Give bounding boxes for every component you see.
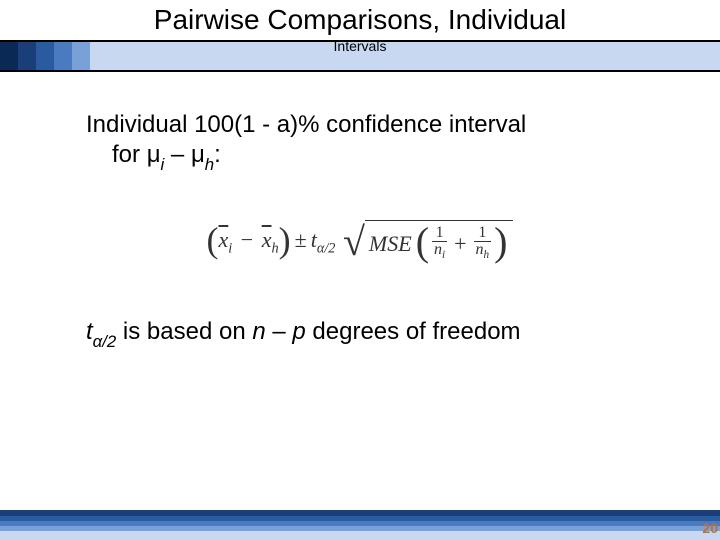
f-sub-i: i bbox=[228, 240, 232, 256]
header-rule-bottom bbox=[0, 70, 720, 72]
sub-h: h bbox=[205, 155, 214, 174]
f-sub-h: h bbox=[271, 240, 278, 256]
big-rparen: ) bbox=[494, 222, 507, 262]
f-minus: − bbox=[238, 227, 256, 252]
lparen: ( bbox=[207, 220, 219, 260]
sqrt: √ MSE ( 1 ni + 1 nh ) bbox=[343, 220, 514, 264]
title-block: Pairwise Comparisons, Individual Interva… bbox=[0, 4, 720, 54]
frac1-num: 1 bbox=[432, 225, 447, 243]
footer-stripe-5 bbox=[0, 531, 720, 540]
body-line-1: Individual 100(1 - a)% confidence interv… bbox=[86, 110, 686, 140]
note-p: p bbox=[292, 318, 305, 345]
body-text: Individual 100(1 - a)% confidence interv… bbox=[86, 110, 686, 174]
sqrt-icon: √ bbox=[343, 222, 365, 266]
colon: : bbox=[214, 141, 221, 168]
plus-minus: ± bbox=[291, 227, 311, 252]
big-lparen: ( bbox=[416, 222, 429, 262]
f-plus: + bbox=[450, 231, 470, 257]
xbar-h: x bbox=[262, 227, 272, 252]
note-t-sub: α/2 bbox=[93, 332, 117, 351]
note-minus: – bbox=[266, 318, 293, 345]
mu-symbol-2: μ bbox=[191, 141, 205, 168]
note-tail: degrees of freedom bbox=[306, 318, 521, 345]
frac-2: 1 nh bbox=[471, 225, 495, 263]
note-n: n bbox=[252, 318, 265, 345]
sqrt-body: MSE ( 1 ni + 1 nh ) bbox=[365, 220, 514, 264]
frac-1: 1 ni bbox=[429, 225, 450, 263]
footer-band: 20 bbox=[0, 510, 720, 540]
mu-symbol: μ bbox=[147, 141, 161, 168]
slide: Pairwise Comparisons, Individual Interva… bbox=[0, 0, 720, 540]
formula: (xi − xh)±tα/2 √ MSE ( 1 ni + 1 nh bbox=[0, 220, 720, 264]
page-number: 20 bbox=[702, 520, 718, 536]
rparen: ) bbox=[279, 220, 291, 260]
note-text: tα/2 is based on n – p degrees of freedo… bbox=[86, 318, 686, 350]
body-line-2: for μi – μh: bbox=[112, 140, 686, 174]
mse-label: MSE bbox=[369, 231, 416, 257]
t-sub: α/2 bbox=[317, 240, 336, 256]
minus-label: – bbox=[164, 141, 191, 168]
frac2-den: nh bbox=[474, 242, 492, 262]
frac2-num: 1 bbox=[474, 225, 492, 243]
xbar-i: x bbox=[219, 227, 229, 252]
for-label: for bbox=[112, 141, 147, 168]
frac1-den: ni bbox=[432, 242, 447, 262]
note-t: t bbox=[86, 318, 93, 345]
slide-subtitle: Intervals bbox=[0, 38, 720, 54]
slide-title: Pairwise Comparisons, Individual bbox=[0, 4, 720, 36]
note-mid: is based on bbox=[116, 318, 252, 345]
sub-i: i bbox=[161, 155, 165, 174]
